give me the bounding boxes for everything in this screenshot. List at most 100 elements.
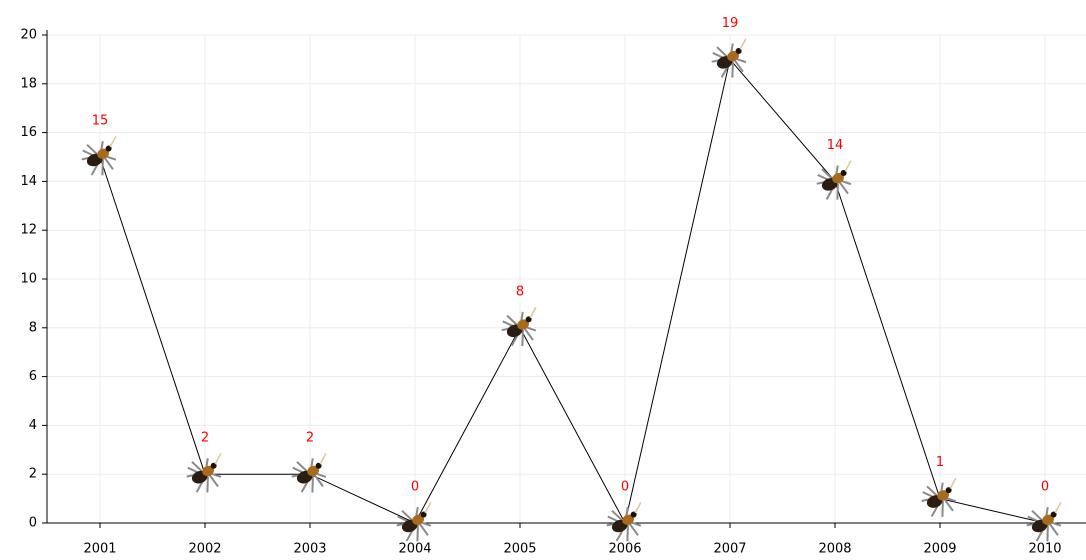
bug-leg (626, 525, 629, 542)
bug-antenna (949, 477, 957, 489)
bug-leg (296, 461, 308, 472)
bug-leg (836, 183, 839, 200)
bug-antenna (424, 501, 432, 514)
bug-leg (1046, 525, 1049, 542)
y-tick-label: 12 (20, 223, 37, 238)
x-tick-label: 2010 (1028, 542, 1061, 557)
bug-head (525, 316, 532, 323)
bug-antenna (634, 501, 642, 514)
y-tick-label: 0 (29, 516, 37, 531)
bug-antenna (1054, 501, 1062, 514)
bug-leg (1048, 522, 1059, 536)
bug-leg (523, 327, 534, 341)
bug-antenna (214, 453, 222, 465)
data-label: 0 (621, 480, 629, 495)
data-label: 15 (92, 114, 109, 129)
bug-thorax (517, 319, 529, 330)
bug-leg (418, 522, 429, 536)
bug-thorax (937, 490, 949, 501)
bug-leg (821, 168, 833, 180)
bug-head (210, 462, 217, 469)
bug-antenna (319, 453, 327, 465)
y-tick-label: 10 (20, 272, 37, 287)
y-tick-label: 20 (20, 28, 37, 43)
bug-leg (206, 476, 209, 493)
bug-marker (816, 160, 852, 200)
bug-leg (506, 314, 518, 326)
bug-thorax (307, 465, 319, 477)
bug-leg (731, 61, 734, 78)
bug-marker (291, 453, 327, 493)
bug-head (420, 511, 427, 518)
bug-leg (838, 181, 849, 195)
x-tick-label: 2005 (503, 542, 536, 557)
bug-leg (733, 59, 744, 73)
bug-leg (611, 509, 623, 521)
bug-leg (401, 509, 413, 521)
y-tick-label: 4 (29, 418, 37, 433)
bug-antenna (109, 135, 117, 148)
bug-thorax (832, 173, 844, 184)
bug-marker (711, 38, 747, 78)
data-label: 1 (936, 455, 944, 470)
y-tick-label: 8 (29, 320, 37, 335)
bug-thorax (1042, 514, 1054, 525)
bug-head (945, 487, 952, 494)
bug-thorax (412, 514, 424, 525)
data-label: 8 (516, 284, 524, 299)
x-tick-label: 2009 (923, 542, 956, 557)
line (99, 58, 1046, 525)
bug-marker (921, 477, 957, 518)
y-tick-label: 14 (20, 174, 37, 189)
bug-marker (501, 306, 537, 347)
bug-marker (606, 501, 642, 542)
bug-antenna (844, 160, 852, 172)
x-tick-label: 2002 (188, 542, 221, 557)
y-tick-label: 18 (20, 76, 37, 91)
x-tick-label: 2007 (713, 542, 746, 557)
y-tick-label: 2 (29, 467, 37, 482)
bug-leg (191, 461, 203, 472)
bug-leg (311, 476, 314, 493)
bug-leg (628, 522, 639, 536)
bug-leg (926, 485, 938, 497)
bug-thorax (622, 514, 634, 525)
bug-leg (943, 498, 954, 512)
bug-marker (186, 453, 222, 493)
bug-leg (313, 474, 324, 488)
bug-thorax (727, 51, 739, 62)
bug-leg (86, 143, 98, 155)
bug-head (735, 47, 742, 54)
data-label: 14 (827, 138, 844, 153)
x-tick-label: 2006 (608, 542, 641, 557)
bug-head (105, 145, 112, 152)
bug-marker (1026, 501, 1062, 542)
bug-leg (416, 525, 419, 542)
data-label: 19 (722, 16, 739, 31)
bug-head (315, 462, 322, 469)
data-label: 0 (1041, 480, 1049, 495)
data-label: 0 (411, 480, 419, 495)
bug-leg (941, 500, 944, 517)
bug-leg (208, 474, 219, 488)
x-tick-label: 2003 (293, 542, 326, 557)
bug-leg (1031, 509, 1043, 521)
x-tick-label: 2004 (398, 542, 431, 557)
bug-thorax (97, 148, 109, 159)
bug-antenna (739, 38, 747, 50)
bug-leg (521, 329, 524, 347)
bug-head (630, 511, 637, 518)
x-tick-label: 2001 (83, 542, 116, 557)
bug-leg (103, 156, 114, 170)
data-label: 2 (201, 431, 209, 446)
bug-leg (101, 159, 104, 176)
bug-head (1050, 511, 1057, 518)
y-tick-label: 16 (20, 125, 37, 140)
y-tick-label: 6 (29, 369, 37, 384)
bug-antenna (529, 306, 537, 319)
data-label: 2 (306, 431, 314, 446)
bug-thorax (202, 465, 214, 477)
bug-head (840, 169, 847, 176)
